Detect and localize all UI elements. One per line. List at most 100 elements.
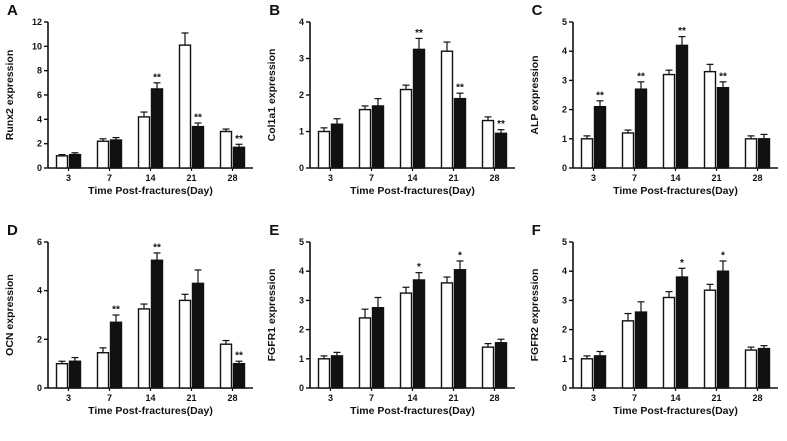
y-tick-label: 2	[299, 325, 304, 335]
bar-solid-bar-day3	[593, 355, 606, 389]
x-axis-title: Time Post-fractures(Day)	[613, 405, 738, 417]
x-tick-label: 28	[490, 173, 500, 183]
chart-fgfr1-expression: 0 1 2 3 4 5 3 7 14 * 21 * 28 Time Post-fractures(Day)…	[266, 237, 516, 417]
y-tick-label: 10	[32, 41, 42, 51]
x-tick-label: 28	[490, 393, 500, 403]
x-tick-label: 28	[752, 393, 762, 403]
bar-open-bar-day3	[318, 130, 331, 169]
y-axis-title: ALP expression	[529, 55, 541, 134]
bar-solid-bar-day7	[634, 311, 647, 389]
bar-solid-bar-day21	[454, 269, 467, 389]
y-tick-label: 5	[562, 237, 567, 247]
x-tick-label: 3	[591, 173, 596, 183]
bar-solid-bar-day14	[150, 88, 164, 169]
y-tick-label: 12	[32, 17, 42, 27]
panel-e: E 0 1 2 3 4 5 3 7 14 * 21 * 28 Time Post-fractures(Da…	[262, 220, 524, 441]
y-tick-label: 0	[37, 163, 42, 173]
bar-solid-bar-day3	[68, 153, 82, 169]
y-tick-label: 4	[562, 266, 567, 276]
significance-marker: *	[417, 262, 421, 273]
bar-open-bar-day21	[441, 50, 454, 169]
bar-open-bar-day14	[662, 73, 675, 169]
significance-marker: **	[194, 112, 202, 123]
y-tick-label: 3	[299, 54, 304, 64]
bar-open-bar-day14	[400, 88, 413, 169]
x-axis-title: Time Post-fractures(Day)	[350, 185, 475, 197]
panel-letter-a: A	[7, 2, 19, 19]
bar-open-bar-day21	[178, 44, 192, 169]
significance-marker: **	[637, 71, 645, 82]
x-axis-title: Time Post-fractures(Day)	[350, 405, 475, 417]
x-tick-label: 7	[107, 173, 112, 183]
bar-solid-bar-day28	[757, 138, 770, 169]
significance-marker: **	[415, 28, 423, 39]
bar-open-bar-day7	[621, 320, 634, 389]
bar-open-bar-day14	[662, 296, 675, 389]
significance-marker: *	[680, 258, 684, 269]
panel-a: A 0 2 4 6 8 10 12 3 7 14 ** 21 ** 28 ** Time Post-fract…	[0, 0, 262, 220]
y-tick-label: 3	[562, 75, 567, 85]
x-tick-label: 7	[107, 393, 112, 403]
bar-solid-bar-day21	[191, 282, 205, 389]
x-tick-label: 7	[369, 173, 374, 183]
y-tick-label: 5	[299, 237, 304, 247]
y-tick-label: 4	[299, 266, 304, 276]
x-tick-label: 14	[670, 393, 680, 403]
y-tick-label: 2	[37, 139, 42, 149]
x-tick-label: 7	[369, 393, 374, 403]
x-tick-label: 3	[328, 173, 333, 183]
bar-open-bar-day28	[744, 349, 757, 389]
x-axis-title: Time Post-fractures(Day)	[88, 185, 213, 197]
y-tick-label: 2	[37, 334, 42, 344]
y-tick-label: 5	[562, 17, 567, 27]
bar-solid-bar-day3	[331, 123, 344, 169]
y-tick-label: 0	[37, 383, 42, 393]
y-tick-label: 0	[562, 163, 567, 173]
bar-solid-bar-day7	[372, 105, 385, 169]
y-tick-label: 2	[562, 325, 567, 335]
x-tick-label: 14	[145, 393, 155, 403]
significance-marker: **	[235, 351, 243, 362]
bar-solid-bar-day7	[109, 321, 123, 389]
bar-open-bar-day28	[482, 346, 495, 389]
bar-open-bar-day21	[703, 289, 716, 389]
y-axis-title: FGFR2 expression	[529, 269, 541, 362]
x-tick-label: 28	[227, 173, 237, 183]
chart-runx2-expression: 0 2 4 6 8 10 12 3 7 14 ** 21 ** 28 ** Time Post-fractur…	[4, 17, 253, 197]
y-tick-label: 3	[562, 295, 567, 305]
significance-marker: **	[235, 134, 243, 145]
panel-letter-e: E	[269, 222, 280, 239]
y-tick-label: 2	[562, 105, 567, 115]
chart-col1a1-expression: 0 1 2 3 4 3 7 14 ** 21 ** 28 ** Time Post-fractures(D…	[266, 17, 516, 197]
y-axis-title: Col1a1 expression	[266, 49, 278, 142]
bar-solid-bar-day7	[109, 139, 123, 169]
bar-open-bar-day3	[580, 138, 593, 169]
bar-solid-bar-day21	[716, 86, 729, 169]
significance-marker: **	[678, 26, 686, 37]
bar-solid-bar-day3	[593, 105, 606, 169]
bar-solid-bar-day28	[232, 146, 246, 169]
bar-open-bar-day28	[482, 119, 495, 169]
x-tick-label: 28	[752, 173, 762, 183]
bar-solid-bar-day14	[150, 259, 164, 389]
significance-marker: **	[112, 305, 120, 316]
bar-open-bar-day21	[703, 70, 716, 169]
chart-alp-expression: 0 1 2 3 4 5 3 ** 7 ** 14 ** 21 ** 28 Time Post-fracture…	[529, 17, 778, 197]
y-tick-label: 1	[299, 127, 304, 137]
y-tick-label: 1	[562, 134, 567, 144]
x-axis-title: Time Post-fractures(Day)	[88, 405, 213, 417]
bar-solid-bar-day7	[372, 306, 385, 389]
bar-open-bar-day21	[441, 282, 454, 389]
bar-solid-bar-day21	[454, 97, 467, 169]
bar-open-bar-day7	[621, 132, 634, 169]
x-tick-label: 28	[227, 393, 237, 403]
y-tick-label: 6	[37, 237, 42, 247]
y-axis-title: FGFR1 expression	[266, 269, 278, 362]
x-tick-label: 3	[328, 393, 333, 403]
panel-b: B 0 1 2 3 4 3 7 14 ** 21 ** 28 ** Time Post-fractures…	[262, 0, 524, 220]
panel-f: F 0 1 2 3 4 5 3 7 14 * 21 * 28 Time Post-fractures(Da…	[525, 220, 787, 441]
bar-open-bar-day3	[318, 358, 331, 389]
y-tick-label: 0	[562, 383, 567, 393]
significance-marker: *	[458, 250, 462, 261]
bar-solid-bar-day14	[675, 276, 688, 389]
